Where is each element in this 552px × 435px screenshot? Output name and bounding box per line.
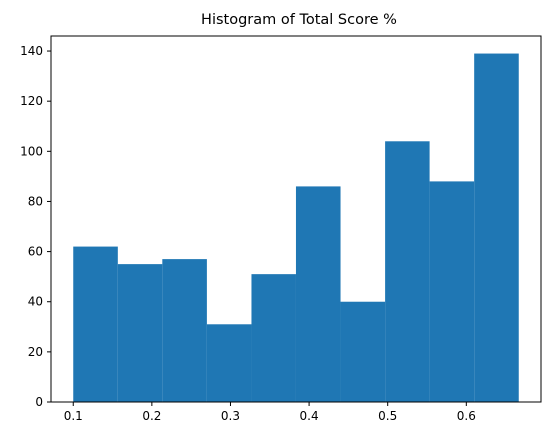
chart-title: Histogram of Total Score % (201, 12, 397, 28)
histogram-bar-10 (474, 53, 519, 403)
y-tick-label: 120 (20, 94, 43, 108)
y-tick-label: 100 (20, 144, 43, 158)
x-tick-label: 0.3 (221, 409, 240, 423)
y-tick-label: 40 (28, 295, 43, 309)
histogram-bar-4 (206, 324, 252, 402)
histogram-bar-8 (385, 141, 430, 403)
histogram-bar-9 (429, 181, 475, 402)
x-tick-label: 0.4 (300, 409, 319, 423)
y-tick-label: 60 (28, 245, 43, 259)
histogram-bar-5 (251, 274, 296, 402)
x-tick-label: 0.2 (142, 409, 161, 423)
y-tick-label: 140 (20, 44, 43, 58)
histogram-bar-3 (162, 259, 207, 402)
y-tick-label: 20 (28, 345, 43, 359)
x-tick-label: 0.1 (64, 409, 83, 423)
histogram-bar-2 (117, 264, 163, 402)
x-tick-label: 0.5 (378, 409, 397, 423)
bars-group (73, 53, 519, 403)
y-axis: 0 20 40 60 80 100 120 140 (20, 44, 51, 409)
y-tick-label: 0 (35, 395, 43, 409)
histogram-bar-1 (73, 246, 118, 402)
x-axis: 0.1 0.2 0.3 0.4 0.5 0.6 (64, 402, 476, 423)
plot-frame (50, 35, 542, 403)
histogram-bar-6 (295, 186, 341, 402)
y-tick-label: 80 (28, 194, 43, 208)
x-tick-label: 0.6 (457, 409, 476, 423)
histogram-bar-7 (340, 301, 386, 402)
